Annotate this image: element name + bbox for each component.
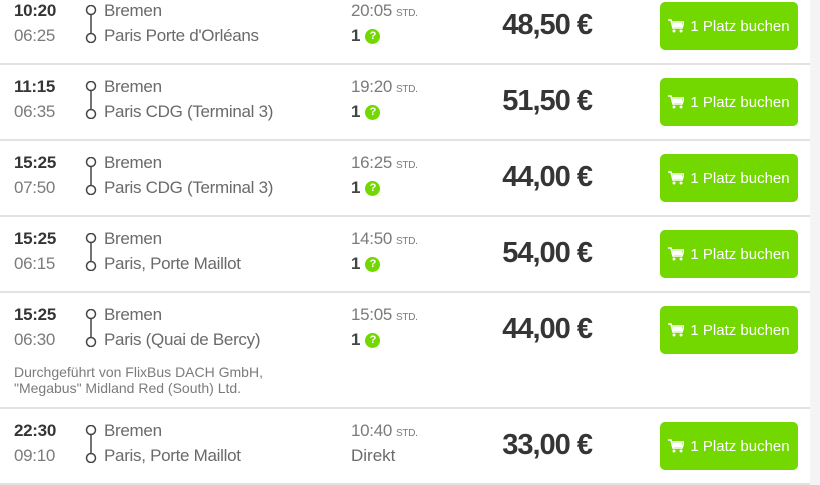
book-seat-button[interactable]: 1 Platz buchen	[660, 422, 798, 470]
to-station[interactable]: Paris Porte d'Orléans	[104, 26, 259, 45]
book-label: 1 Platz buchen	[690, 437, 790, 455]
book-label: 1 Platz buchen	[690, 169, 790, 187]
book-label: 1 Platz buchen	[690, 321, 790, 339]
transfer-count: 1	[351, 102, 361, 121]
departure-time: 15:25	[14, 153, 56, 172]
operator-note: Durchgeführt von FlixBus DACH GmbH, "Meg…	[14, 364, 263, 396]
duration: 10:40 STD.	[351, 421, 418, 440]
help-icon[interactable]: ?	[365, 180, 381, 196]
to-station[interactable]: Paris, Porte Maillot	[104, 446, 241, 465]
route-line-icon	[85, 157, 97, 195]
departure-time: 15:25	[14, 229, 56, 248]
price: 48,50 €	[502, 9, 593, 41]
route-line-icon	[85, 5, 97, 43]
cart-icon	[668, 171, 685, 185]
to-station[interactable]: Paris, Porte Maillot	[104, 254, 241, 273]
transfers: Direkt	[351, 446, 395, 466]
cart-icon	[668, 95, 685, 109]
price: 33,00 €	[502, 429, 593, 461]
route-line-icon	[85, 81, 97, 119]
duration: 20:05 STD.	[351, 1, 418, 20]
book-seat-button[interactable]: 1 Platz buchen	[660, 78, 798, 126]
price: 51,50 €	[502, 85, 593, 117]
arrival-time: 06:15	[14, 254, 56, 273]
arrival-time: 06:35	[14, 102, 56, 121]
price: 54,00 €	[502, 237, 593, 269]
book-seat-button[interactable]: 1 Platz buchen	[660, 230, 798, 278]
arrival-time: 09:10	[14, 446, 56, 465]
book-label: 1 Platz buchen	[690, 245, 790, 263]
arrival-time: 06:25	[14, 26, 56, 45]
departure-time: 22:30	[14, 421, 56, 440]
ride-row: 15:25 07:50 Bremen Paris CDG (Terminal 3…	[0, 141, 810, 217]
transfer-count: 1	[351, 26, 361, 45]
from-station[interactable]: Bremen	[104, 1, 162, 20]
cart-icon	[668, 323, 685, 337]
route-line-icon	[85, 233, 97, 271]
to-station[interactable]: Paris CDG (Terminal 3)	[104, 178, 274, 197]
price: 44,00 €	[502, 313, 593, 345]
duration: 15:05 STD.	[351, 305, 418, 324]
help-icon[interactable]: ?	[365, 28, 381, 44]
route-line-icon	[85, 309, 97, 347]
book-seat-button[interactable]: 1 Platz buchen	[660, 154, 798, 202]
transfers: 1?	[351, 102, 381, 122]
help-icon[interactable]: ?	[365, 332, 381, 348]
book-label: 1 Platz buchen	[690, 17, 790, 35]
from-station[interactable]: Bremen	[104, 153, 162, 172]
ride-row: 15:25 06:15 Bremen Paris, Porte Maillot …	[0, 217, 810, 293]
direct-label: Direkt	[351, 446, 396, 465]
cart-icon	[668, 19, 685, 33]
from-station[interactable]: Bremen	[104, 421, 162, 440]
arrival-time: 07:50	[14, 178, 56, 197]
arrival-time: 06:30	[14, 330, 56, 349]
help-icon[interactable]: ?	[365, 104, 381, 120]
departure-time: 15:25	[14, 305, 56, 324]
book-seat-button[interactable]: 1 Platz buchen	[660, 306, 798, 354]
departure-time: 11:15	[14, 77, 56, 96]
transfers: 1?	[351, 178, 381, 198]
cart-icon	[668, 439, 685, 453]
ride-row: 11:15 06:35 Bremen Paris CDG (Terminal 3…	[0, 65, 810, 141]
transfer-count: 1	[351, 178, 361, 197]
ride-row: 15:25 06:30 Bremen Paris (Quai de Bercy)…	[0, 293, 810, 409]
from-station[interactable]: Bremen	[104, 305, 162, 324]
transfers: 1?	[351, 254, 381, 274]
book-label: 1 Platz buchen	[690, 93, 790, 111]
ride-row: 22:30 09:10 Bremen Paris, Porte Maillot …	[0, 409, 810, 485]
transfers: 1?	[351, 26, 381, 46]
transfer-count: 1	[351, 330, 361, 349]
transfers: 1?	[351, 330, 381, 350]
ride-row: 10:20 06:25 Bremen Paris Porte d'Orléans…	[0, 0, 810, 65]
help-icon[interactable]: ?	[365, 256, 381, 272]
from-station[interactable]: Bremen	[104, 77, 162, 96]
transfer-count: 1	[351, 254, 361, 273]
book-seat-button[interactable]: 1 Platz buchen	[660, 2, 798, 50]
duration: 16:25 STD.	[351, 153, 418, 172]
price: 44,00 €	[502, 161, 593, 193]
duration: 19:20 STD.	[351, 77, 418, 96]
to-station[interactable]: Paris CDG (Terminal 3)	[104, 102, 274, 121]
to-station[interactable]: Paris (Quai de Bercy)	[104, 330, 261, 349]
cart-icon	[668, 247, 685, 261]
duration: 14:50 STD.	[351, 229, 418, 248]
route-line-icon	[85, 425, 97, 463]
departure-time: 10:20	[14, 1, 56, 20]
from-station[interactable]: Bremen	[104, 229, 162, 248]
